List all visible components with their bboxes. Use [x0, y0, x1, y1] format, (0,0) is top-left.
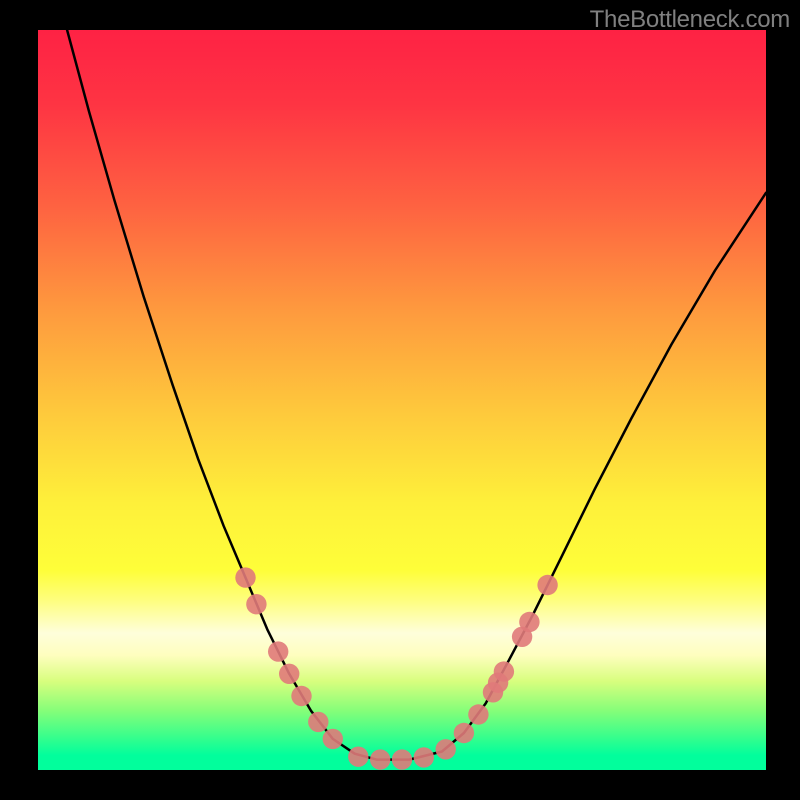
data-marker: [468, 704, 488, 724]
data-marker: [323, 729, 343, 749]
gradient-background: [38, 30, 766, 770]
data-marker: [235, 567, 255, 587]
data-marker: [268, 641, 288, 661]
data-marker: [436, 739, 456, 759]
data-marker: [414, 747, 434, 767]
chart-svg: [38, 30, 766, 770]
data-marker: [370, 749, 390, 769]
data-marker: [488, 673, 508, 693]
data-marker: [279, 664, 299, 684]
data-marker: [519, 612, 539, 632]
data-marker: [392, 749, 412, 769]
plot-area: [38, 30, 766, 770]
data-marker: [308, 712, 328, 732]
data-marker: [537, 575, 557, 595]
data-marker: [348, 747, 368, 767]
data-marker: [454, 723, 474, 743]
data-marker: [246, 594, 266, 614]
outer-canvas: TheBottleneck.com: [0, 0, 800, 800]
data-marker: [291, 686, 311, 706]
